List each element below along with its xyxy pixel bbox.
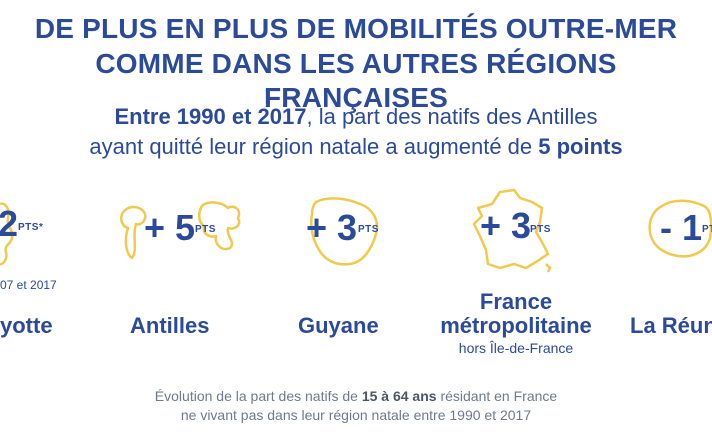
france-value: + 3 xyxy=(480,205,532,246)
guyane-unit: PTS xyxy=(358,224,379,235)
mayotte-value: 2 xyxy=(0,203,19,244)
reunion-unit: PTS xyxy=(702,224,712,235)
headline-line-1: DE PLUS EN PLUS DE MOBILITÉS OUTRE-MER xyxy=(34,13,678,44)
region-mayotte: yotte xyxy=(0,313,53,338)
subtitle-text-1: , la part des natifs des Antilles xyxy=(306,104,598,129)
mayotte-note: 07 et 2017 xyxy=(0,278,57,292)
footnote-line-2: ne vivant pas dans leur région natale en… xyxy=(180,407,532,423)
footnote-text-1a: Évolution de la part des natifs de xyxy=(154,388,362,404)
footnote-text-1b: résidant en France xyxy=(436,388,558,404)
region-antilles: Antilles xyxy=(130,313,210,338)
subtitle-increase: 5 points xyxy=(538,134,623,159)
region-guyane: Guyane xyxy=(298,313,379,338)
france-map-icon xyxy=(470,188,554,274)
reunion-map-icon xyxy=(644,196,712,262)
antilles-value: + 5 xyxy=(144,207,196,248)
subtitle-line-1: Entre 1990 et 2017, la part des natifs d… xyxy=(0,103,712,131)
footnote-age-range: 15 à 64 ans xyxy=(361,388,437,404)
subtitle-period: Entre 1990 et 2017 xyxy=(114,104,307,129)
region-france-line-2: métropolitaine xyxy=(440,313,592,338)
mayotte-unit: PTS* xyxy=(18,222,44,233)
footnote-line-1: Évolution de la part des natifs de 15 à … xyxy=(0,386,712,406)
subtitle-text-2: ayant quitté leur région natale a augmen… xyxy=(89,134,539,159)
reunion-value: - 1 xyxy=(660,207,703,248)
antilles-unit: PTS xyxy=(195,224,216,235)
region-reunion: La Réun xyxy=(630,313,712,338)
france-unit: PTS xyxy=(530,224,551,235)
region-france-line-1: France xyxy=(479,289,553,314)
france-note: hors Île-de-France xyxy=(458,340,574,356)
guyane-value: + 3 xyxy=(306,207,358,248)
mayotte-map-icon xyxy=(0,200,30,270)
headline-line-2: COMME DANS LES AUTRES RÉGIONS FRANÇAISES xyxy=(95,48,617,113)
subtitle-line-2: ayant quitté leur région natale a augmen… xyxy=(0,133,712,161)
antilles-map-icon xyxy=(118,196,246,266)
guyane-map-icon xyxy=(306,194,384,268)
